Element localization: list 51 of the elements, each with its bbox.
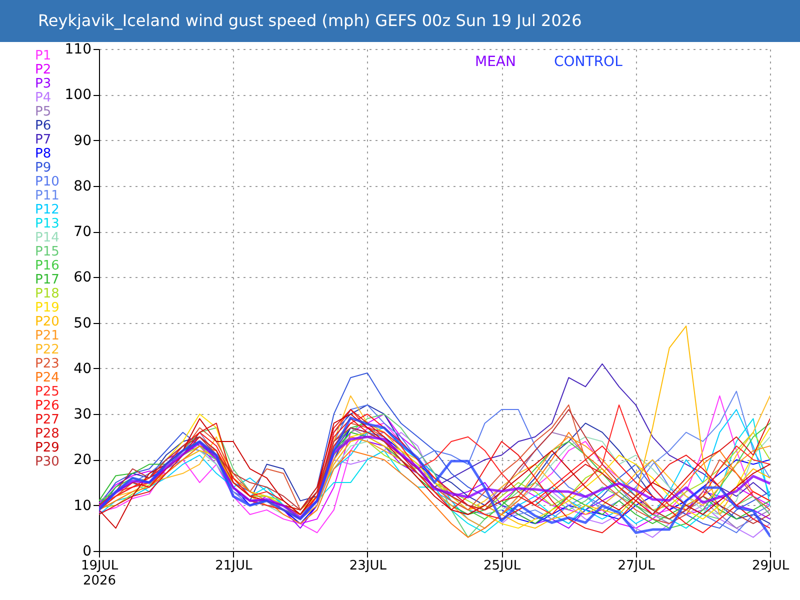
text: P2	[35, 62, 52, 78]
text: P27	[35, 412, 60, 428]
text: P3	[35, 76, 52, 92]
text: CONTROL	[554, 54, 623, 70]
text: P15	[35, 244, 60, 260]
x-tick-label: 21JUL	[215, 558, 254, 574]
x-tick-label: 19JUL 2026	[80, 558, 119, 588]
text: P7	[35, 132, 52, 148]
y-tick-label: 30	[74, 406, 92, 423]
text: P12	[35, 202, 60, 218]
x-tick-label: 23JUL	[349, 558, 388, 574]
text: P16	[35, 258, 60, 274]
y-tick-label: 100	[64, 87, 92, 104]
text: P20	[35, 314, 60, 330]
text: P11	[35, 188, 60, 204]
y-tick-label: 80	[74, 178, 92, 194]
text: P13	[35, 216, 60, 232]
y-tick-label: 50	[74, 315, 92, 332]
text: P21	[35, 328, 60, 344]
text: P29	[35, 440, 60, 456]
chart-title: Reykjavik_Iceland wind gust speed (mph) GEFS 00z Sun 19 Jul 2026	[0, 0, 800, 42]
text: P26	[35, 398, 60, 414]
text: P14	[35, 230, 60, 246]
text: P17	[35, 272, 60, 288]
text: P9	[35, 160, 52, 176]
x-tick-label: 27JUL	[618, 558, 656, 574]
y-tick-label: 40	[74, 360, 92, 377]
x-tick-label: 29JUL	[752, 558, 790, 574]
y-tick-label: 60	[74, 270, 92, 286]
text: P5	[35, 104, 52, 120]
text: P25	[35, 384, 60, 400]
y-tick-label: 20	[74, 452, 92, 468]
text: P19	[35, 300, 60, 316]
y-tick-label: 70	[74, 224, 92, 240]
y-tick-label: 0	[82, 544, 92, 560]
y-tick-label: 90	[74, 132, 92, 149]
text: P24	[35, 370, 60, 386]
text: P22	[35, 342, 60, 358]
text: P6	[35, 118, 52, 134]
text: P8	[35, 146, 52, 162]
text: P18	[35, 286, 60, 302]
y-tick-label: 110	[64, 42, 92, 58]
text: P30	[35, 454, 60, 470]
text: MEAN	[475, 54, 516, 70]
text: P23	[35, 356, 60, 372]
text: P4	[35, 90, 52, 106]
text: P1	[35, 48, 52, 64]
x-tick-label: 25JUL	[484, 558, 522, 574]
text: P28	[35, 426, 60, 442]
text: P10	[35, 174, 60, 190]
y-tick-label: 10	[74, 498, 92, 514]
